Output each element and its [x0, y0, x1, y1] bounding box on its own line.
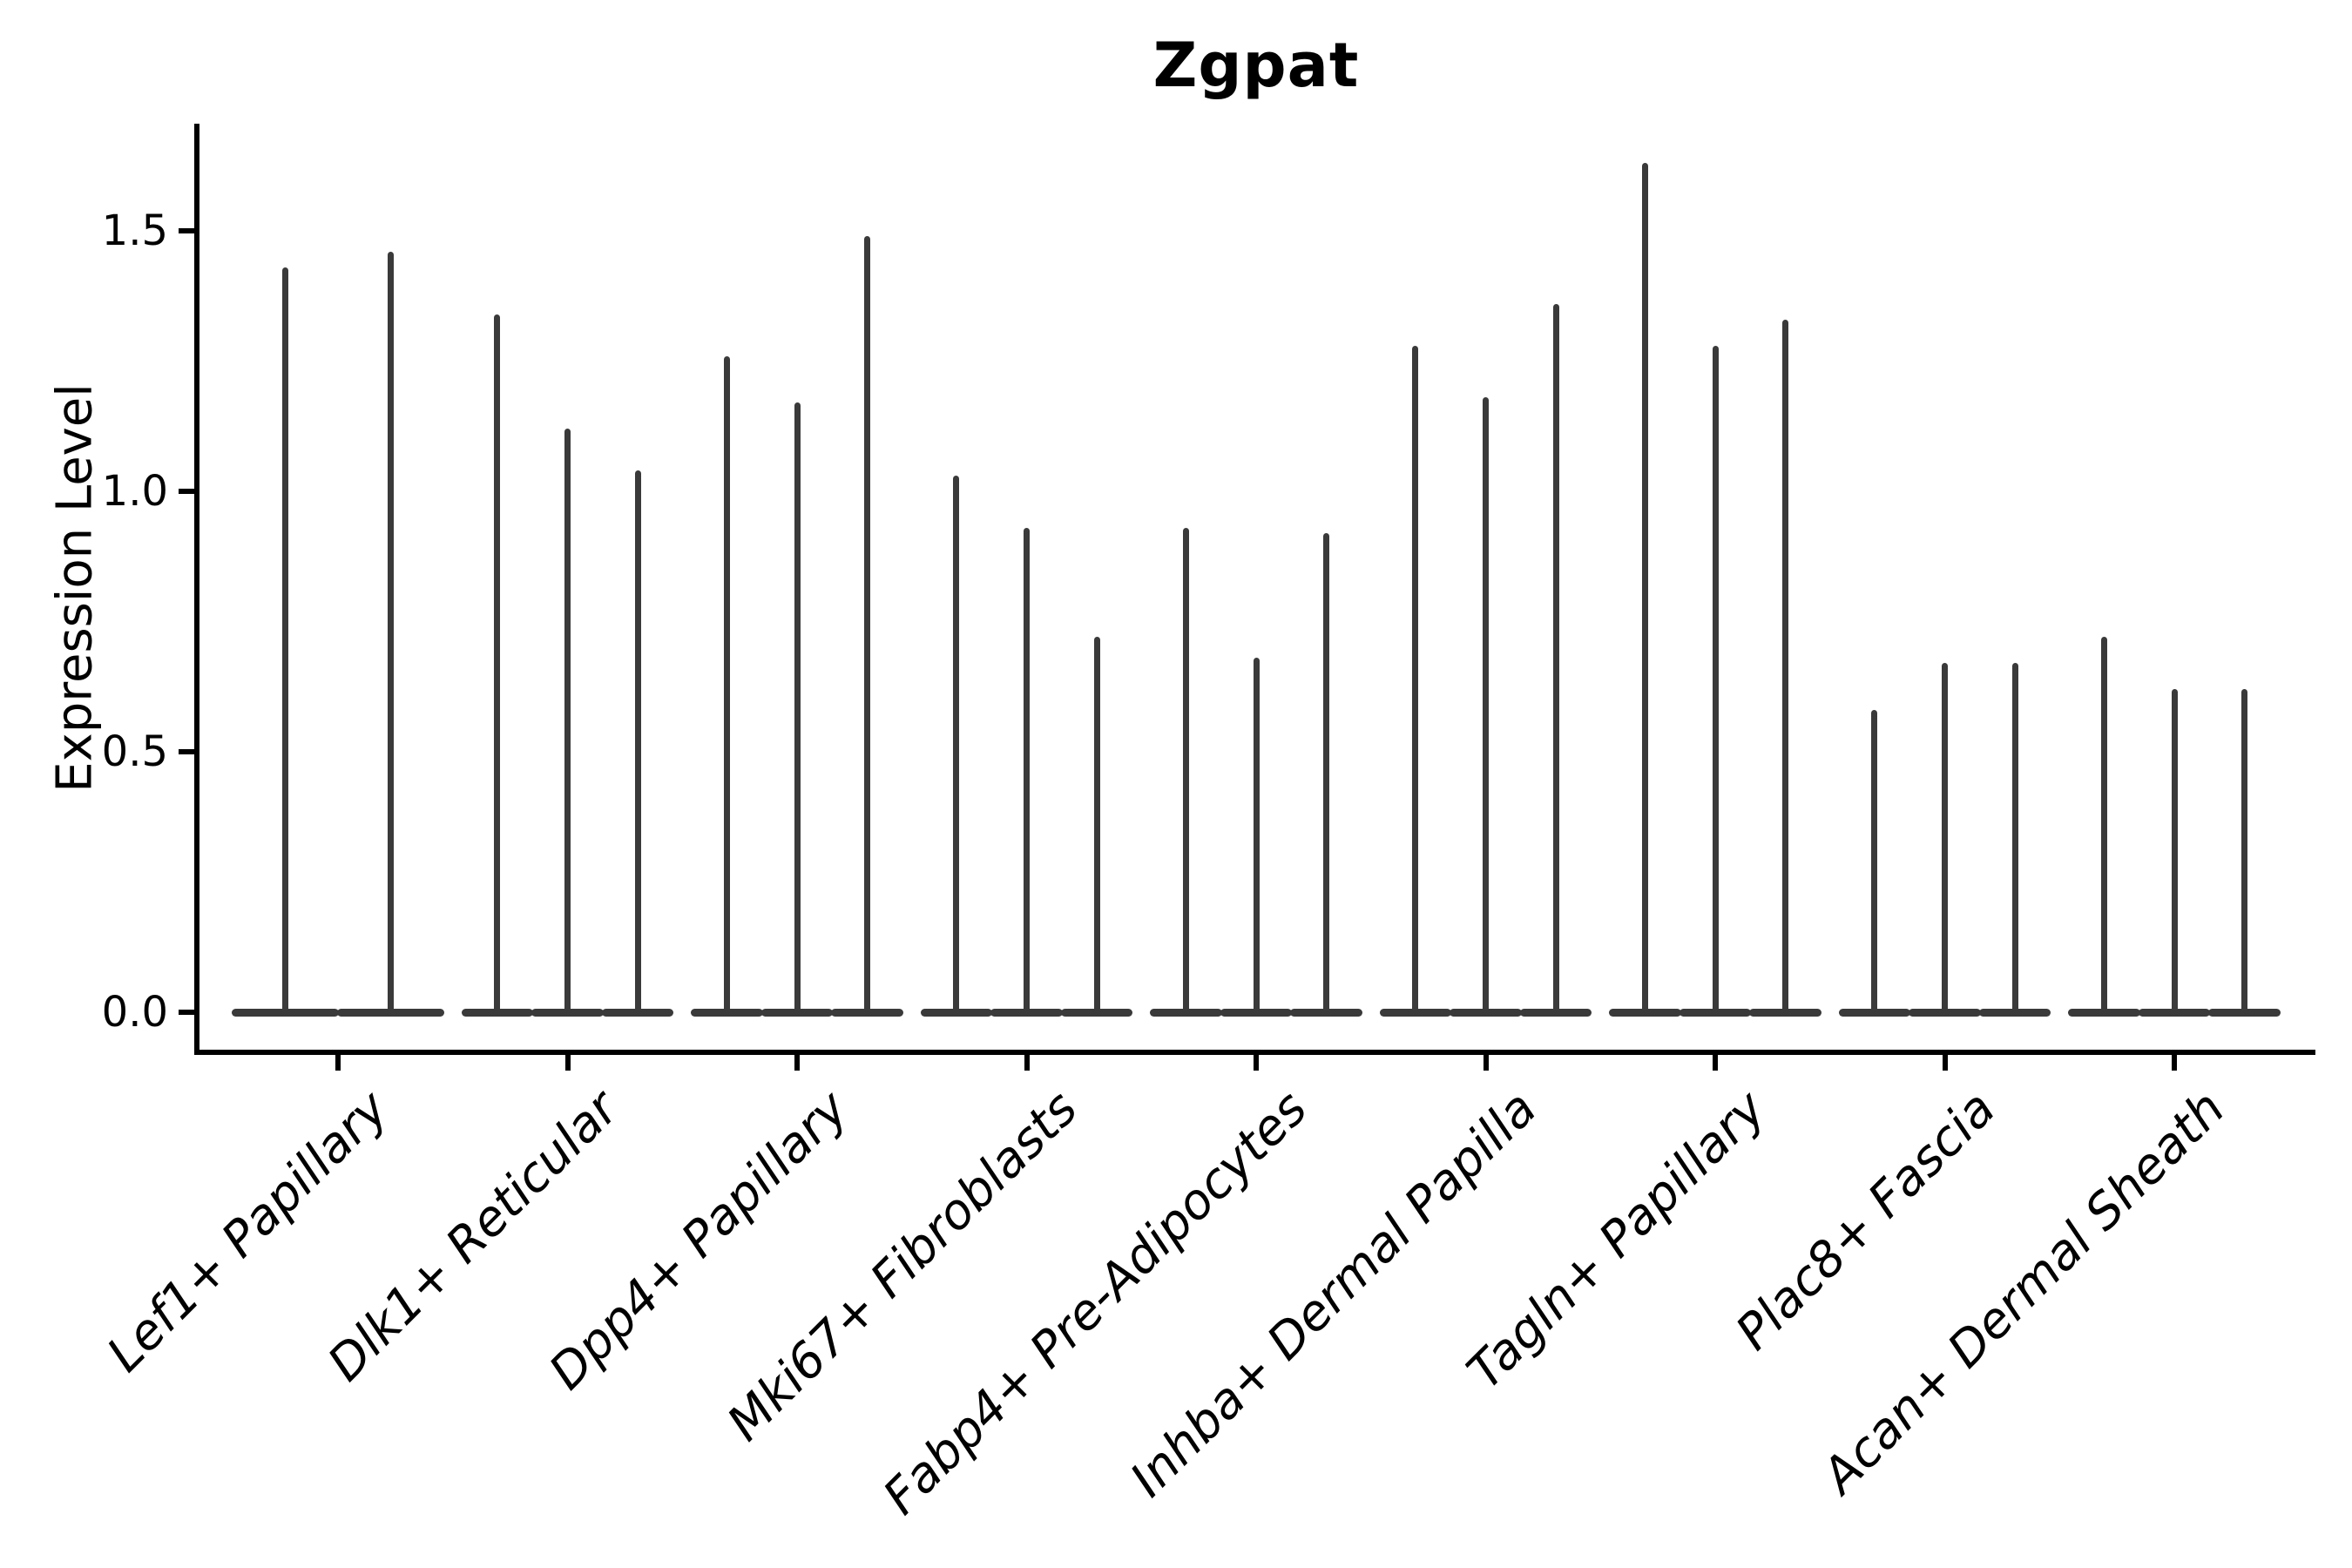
y-tick-label: 1.0	[101, 467, 168, 516]
x-tick	[794, 1055, 800, 1071]
violin-spike	[1024, 527, 1030, 1012]
violin-base	[1450, 1009, 1522, 1017]
violin-base	[1679, 1009, 1752, 1017]
x-tick-label: Fabp4+ Pre-Adipocytes	[872, 1080, 1318, 1526]
y-tick	[179, 489, 194, 494]
x-tick-label: Inhba+ Dermal Papilla	[1119, 1080, 1548, 1509]
violin-spike	[1641, 163, 1648, 1012]
violin-base	[1220, 1009, 1293, 1017]
violin-spike	[953, 476, 960, 1012]
y-tick	[179, 749, 194, 754]
y-tick	[179, 1010, 194, 1015]
violin-base	[760, 1009, 834, 1017]
x-tick	[1713, 1055, 1718, 1071]
violin-spike	[2171, 689, 2178, 1012]
violin-spike	[282, 267, 288, 1012]
violin-base	[1978, 1009, 2051, 1017]
violin-base	[1150, 1009, 1222, 1017]
violin-base	[531, 1009, 604, 1017]
x-tick-label: Acan+ Dermal Sheath	[1811, 1080, 2236, 1504]
violin-base	[1379, 1009, 1452, 1017]
violin-spike	[388, 251, 394, 1012]
violin-base	[1060, 1009, 1133, 1017]
violin-spike	[1093, 637, 1100, 1012]
violin-base	[232, 1009, 339, 1017]
violin-spike	[723, 355, 730, 1012]
violin-spike	[1712, 345, 1719, 1012]
violin-spike	[2241, 689, 2248, 1012]
violin-spike	[1782, 319, 1789, 1012]
violin-base	[1519, 1009, 1592, 1017]
violin-base	[831, 1009, 903, 1017]
x-tick	[335, 1055, 341, 1071]
y-tick-label: 1.5	[101, 206, 168, 255]
y-tick	[179, 228, 194, 233]
x-tick	[1254, 1055, 1259, 1071]
x-tick	[564, 1055, 571, 1071]
violin-base	[1909, 1009, 1981, 1017]
violin-spike	[794, 402, 801, 1012]
violin-spike	[1323, 532, 1330, 1012]
violin-base	[337, 1009, 444, 1017]
violin-spike	[1412, 345, 1419, 1012]
violin-spike	[494, 314, 501, 1012]
x-tick	[2172, 1055, 2177, 1071]
violin-base	[1290, 1009, 1362, 1017]
y-axis-spine	[194, 124, 199, 1055]
violin-base	[601, 1009, 674, 1017]
violin-base	[2068, 1009, 2140, 1017]
violin-spike	[1253, 658, 1260, 1012]
violin-spike	[1871, 710, 1878, 1012]
x-axis-spine	[194, 1050, 2315, 1055]
violin-base	[1838, 1009, 1911, 1017]
violin-spike	[1182, 527, 1189, 1012]
violin-spike	[634, 470, 641, 1012]
violin-base	[2208, 1009, 2281, 1017]
x-tick	[1024, 1055, 1030, 1071]
violin-spike	[1552, 303, 1559, 1012]
violin-spike	[864, 235, 871, 1012]
x-tick	[1942, 1055, 1948, 1071]
violin-base	[990, 1009, 1063, 1017]
violin-spike	[564, 429, 571, 1012]
violin-base	[1749, 1009, 1821, 1017]
violin-spike	[2100, 637, 2107, 1012]
violin-base	[691, 1009, 763, 1017]
violin-spike	[1942, 663, 1948, 1012]
violin-spike	[1483, 397, 1489, 1012]
y-tick-label: 0.0	[101, 988, 168, 1037]
violin-base	[2138, 1009, 2211, 1017]
violin-base	[461, 1009, 534, 1017]
violin-base	[1609, 1009, 1681, 1017]
plot-title: Zgpat	[1152, 30, 1360, 101]
x-tick	[1483, 1055, 1489, 1071]
violin-spike	[2011, 663, 2018, 1012]
violin-base	[920, 1009, 993, 1017]
y-tick-label: 0.5	[101, 727, 168, 776]
